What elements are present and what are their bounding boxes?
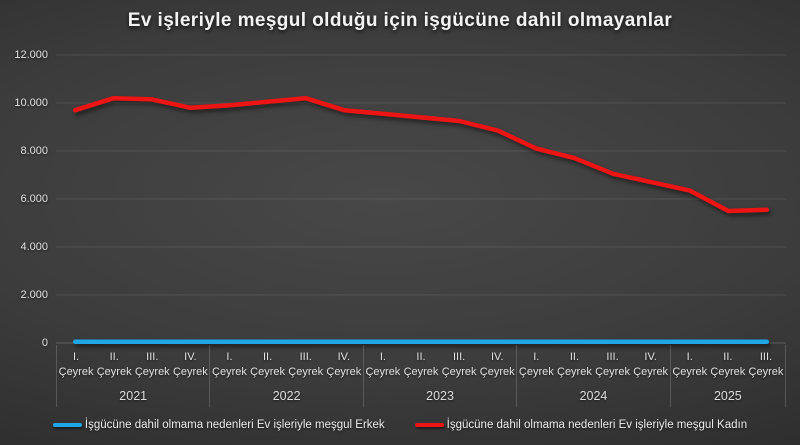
quarter-word: Çeyrek [710,366,746,378]
quarter-word: Çeyrek [212,366,247,378]
year-group-2025: I. Çeyrek II. Çeyrek III. Çeyrek 2025 [669,345,786,407]
quarter-word: Çeyrek [365,366,401,378]
legend-item-erkek: İşgücüne dahil olmama nedenleri Ev işler… [52,419,385,431]
quarter-word: Çeyrek [96,366,132,378]
x-axis: I. Çeyrek II. Çeyrek III. Çeyrek IV. Çeyrek 2021… [56,345,786,407]
quarter-word: Çeyrek [557,366,592,378]
quarter-word: Çeyrek [633,366,669,378]
y-axis-tick-label: 2.000 [20,289,48,301]
quarter-numeral: II. [263,351,273,363]
legend-label-kadin: İşgücüne dahil olmama nedenleri Ev işler… [446,419,748,431]
quarter-row: I. Çeyrek II. Çeyrek III. Çeyrek IV. Çeyrek [364,345,516,388]
legend-item-kadin: İşgücüne dahil olmama nedenleri Ev işler… [414,419,748,431]
year-group-2023: I. Çeyrek II. Çeyrek III. Çeyrek IV. Çeyrek 2023 [362,345,516,407]
quarter-word: Çeyrek [134,366,170,378]
quarter-word: Çeyrek [172,366,208,378]
quarter-numeral: I. [686,351,693,363]
kadin-line-swatch [414,422,444,428]
quarter-label: I. Çeyrek [671,350,709,388]
quarter-numeral: I. [379,351,386,363]
quarter-label: II. Çeyrek [709,350,747,388]
quarter-word: Çeyrek [595,366,630,378]
quarter-word: Çeyrek [250,366,285,378]
y-axis-tick-label: 0 [41,337,48,349]
quarter-label: I. Çeyrek [517,350,555,388]
quarter-numeral: II. [109,351,119,363]
quarter-label: IV. Çeyrek [325,350,363,388]
quarter-word: Çeyrek [441,366,477,378]
quarter-numeral: IV. [337,351,351,363]
quarter-word: Çeyrek [326,366,362,378]
quarter-label: II. Çeyrek [249,350,287,388]
quarter-row: I. Çeyrek II. Çeyrek III. Çeyrek IV. Çeyrek [517,345,669,388]
quarter-numeral: III. [146,351,159,363]
quarter-row: I. Çeyrek II. Çeyrek III. Çeyrek IV. Çeyrek [210,345,362,388]
quarter-word: Çeyrek [748,366,784,378]
quarter-numeral: II. [416,351,426,363]
quarter-numeral: IV. [491,351,504,363]
quarter-numeral: II. [723,351,733,363]
quarter-numeral: II. [569,351,580,363]
quarter-word: Çeyrek [288,366,324,378]
quarter-label: III. Çeyrek [133,350,171,388]
quarter-word: Çeyrek [58,366,94,378]
year-label: 2024 [579,389,608,403]
quarter-label: III. Çeyrek [440,350,478,388]
y-axis-tick-label: 6.000 [20,193,48,205]
year-label: 2021 [119,389,148,403]
year-label: 2025 [713,389,742,403]
quarter-row: I. Çeyrek II. Çeyrek III. Çeyrek IV. Çeyrek [57,345,209,388]
series-line-kadin [72,95,770,214]
quarter-word: Çeyrek [479,366,515,378]
quarter-word: Çeyrek [518,366,554,378]
quarter-label: I. Çeyrek [210,350,248,388]
year-group-2021: I. Çeyrek II. Çeyrek III. Çeyrek IV. Çeyrek 2021 [56,345,209,407]
quarter-row: I. Çeyrek II. Çeyrek III. Çeyrek [671,345,785,388]
y-axis-tick-label: 4.000 [20,241,48,253]
quarter-numeral: III. [299,351,312,363]
quarter-label: I. Çeyrek [364,350,402,388]
quarter-label: III. Çeyrek [747,350,785,388]
year-group-2022: I. Çeyrek II. Çeyrek III. Çeyrek IV. Çeyrek 2022 [209,345,362,407]
legend-label-erkek: İşgücüne dahil olmama nedenleri Ev işler… [84,419,385,431]
quarter-label: III. Çeyrek [287,350,325,388]
quarter-label: IV. Çeyrek [478,350,516,388]
y-axis-tick-label: 10.000 [14,97,48,109]
y-axis-tick-label: 8.000 [20,145,48,157]
legend: İşgücüne dahil olmama nedenleri Ev işler… [0,417,800,433]
quarter-numeral: III. [759,351,773,363]
quarter-label: II. Çeyrek [95,350,133,388]
year-label: 2022 [272,389,301,403]
quarter-numeral: IV. [184,351,197,363]
quarter-numeral: III. [453,351,466,363]
quarter-numeral: III. [606,351,619,363]
quarter-numeral: I. [72,351,80,363]
quarter-label: I. Çeyrek [57,350,95,388]
quarter-word: Çeyrek [672,366,708,378]
quarter-word: Çeyrek [403,366,439,378]
erkek-line-swatch [52,422,82,428]
quarter-label: II. Çeyrek [555,350,593,388]
quarter-label: III. Çeyrek [593,350,631,388]
quarter-numeral: I. [226,351,233,363]
quarter-label: IV. Çeyrek [632,350,670,388]
year-group-2024: I. Çeyrek II. Çeyrek III. Çeyrek IV. Çeyrek 2024 [516,345,669,407]
chart-title: Ev işleriyle meşgul olduğu için işgücüne… [127,10,673,31]
quarter-numeral: I. [533,351,540,363]
quarter-label: IV. Çeyrek [171,350,209,388]
quarter-numeral: IV. [644,351,657,363]
quarter-label: II. Çeyrek [402,350,440,388]
y-axis-tick-label: 12.000 [14,49,48,61]
year-label: 2023 [426,389,454,403]
